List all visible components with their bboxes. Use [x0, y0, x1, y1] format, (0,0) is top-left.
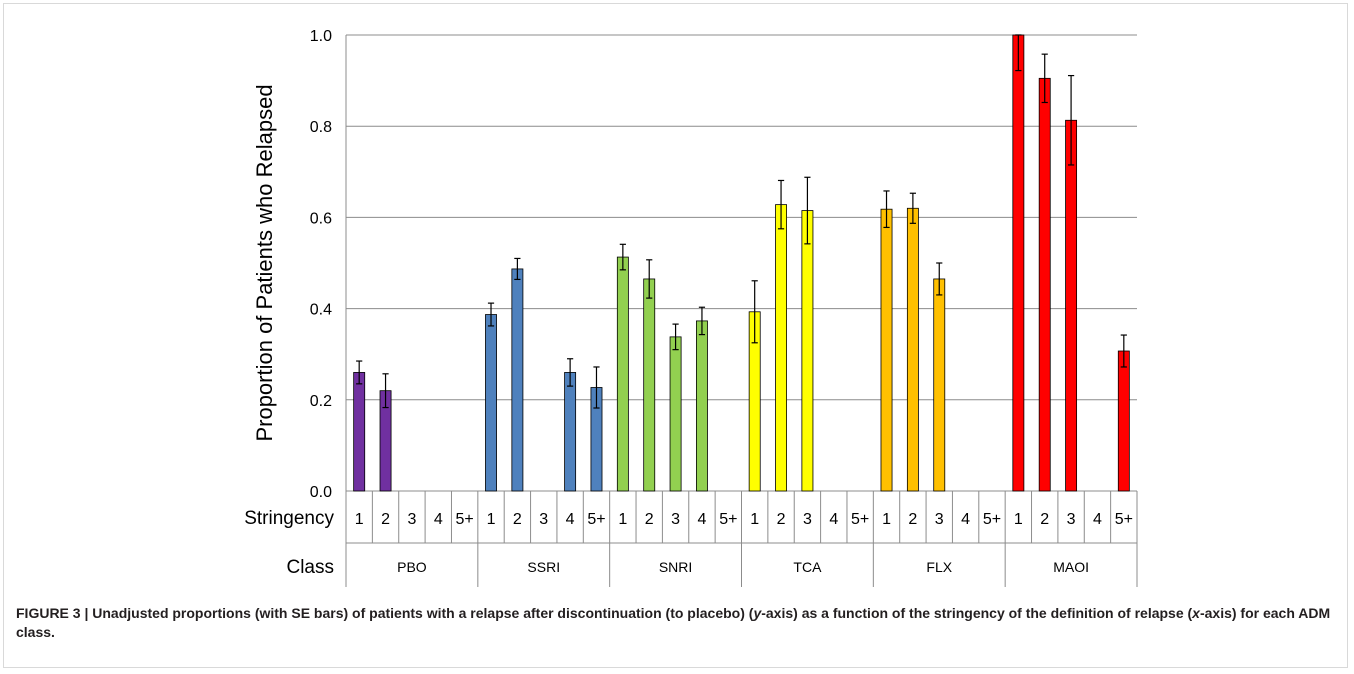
stringency-tick-label: 2: [908, 511, 917, 528]
stringency-tick-label: 5+: [983, 511, 1001, 528]
class-label-snri: SNRI: [659, 559, 692, 575]
axes: [345, 35, 1138, 587]
stringency-tick-label: 3: [671, 511, 680, 528]
bar-flx-2: [906, 207, 919, 492]
y-axis-label: Proportion of Patients who Relapsed: [252, 84, 277, 441]
bar-snri-4: [696, 320, 708, 492]
stringency-tick-label: 1: [1014, 511, 1023, 528]
stringency-tick-label: 5+: [587, 511, 605, 528]
figure-frame: 0.0 0.2 0.4 0.6 0.8 1.0 Proportion of Patients…: [3, 3, 1348, 668]
stringency-tick-label: 5+: [851, 511, 869, 528]
y-tick-label: 0.2: [310, 393, 332, 410]
stringency-tick-label: 3: [935, 511, 944, 528]
stringency-tick-label: 5+: [1115, 511, 1133, 528]
bar-maoi-3: [1065, 119, 1078, 492]
stringency-tick-label: 5+: [719, 511, 737, 528]
stringency-tick-label: 4: [434, 511, 443, 528]
bar-ssri-1: [485, 314, 497, 492]
stringency-tick-label: 1: [355, 511, 364, 528]
figure-caption: FIGURE 3 | Unadjusted proportions (with …: [16, 604, 1336, 642]
bar-tca-2: [775, 204, 787, 492]
caption-label: FIGURE 3 |: [16, 605, 89, 621]
y-tick-label: 1.0: [310, 28, 332, 45]
bar-snri-1: [616, 256, 629, 492]
class-label-ssri: SSRI: [527, 559, 560, 575]
stringency-tick-label: 3: [539, 511, 548, 528]
stringency-tick-label: 3: [1067, 511, 1076, 528]
bar-maoi-5+: [1117, 350, 1130, 492]
y-tick-label: 0.8: [310, 119, 332, 136]
class-label-maoi: MAOI: [1053, 559, 1089, 575]
caption-text: Unadjusted proportions (with SE bars) of…: [88, 605, 754, 621]
caption-end: -axis) for each ADM class.: [16, 605, 1331, 640]
stringency-tick-label: 1: [882, 511, 891, 528]
bar-ssri-4: [564, 372, 577, 492]
class-label-pbo: PBO: [397, 559, 427, 575]
stringency-tick-label: 2: [645, 511, 654, 528]
labels: 0.0 0.2 0.4 0.6 0.8 1.0 Proportion of Patients…: [244, 28, 1133, 578]
stringency-tick-label: 4: [829, 511, 838, 528]
stringency-tick-label: 3: [803, 511, 812, 528]
stringency-tick-label: 1: [750, 511, 759, 528]
bar-pbo-1: [353, 372, 366, 492]
stringency-row-label: Stringency: [244, 508, 334, 529]
stringency-tick-label: 1: [618, 511, 627, 528]
class-label-tca: TCA: [793, 559, 822, 575]
caption-y-axis: y: [753, 605, 762, 621]
stringency-tick-label: 2: [381, 511, 390, 528]
stringency-tick-label: 4: [697, 511, 706, 528]
stringency-tick-label: 4: [961, 511, 970, 528]
stringency-tick-label: 2: [513, 511, 522, 528]
class-label-flx: FLX: [926, 559, 952, 575]
caption-x-axis: x: [1192, 605, 1200, 621]
stringency-tick-label: 4: [1093, 511, 1102, 528]
y-tick-label: 0.0: [310, 484, 332, 501]
bar-tca-3: [801, 210, 814, 492]
bar-snri-2: [643, 278, 656, 492]
gridlines: [346, 34, 1137, 401]
caption-mid: -axis) as a function of the stringency o…: [761, 605, 1193, 621]
stringency-tick-label: 4: [566, 511, 575, 528]
bar-maoi-1: [1012, 34, 1025, 492]
relapse-bar-chart: 0.0 0.2 0.4 0.6 0.8 1.0 Proportion of Patients…: [244, 28, 1138, 587]
bar-flx-1: [880, 208, 893, 492]
bar-ssri-2: [511, 268, 524, 492]
class-row-label: Class: [286, 557, 334, 578]
stringency-tick-label: 5+: [456, 511, 474, 528]
bars: [353, 34, 1130, 492]
y-tick-label: 0.6: [310, 210, 332, 227]
bar-maoi-2: [1038, 77, 1051, 492]
stringency-tick-label: 2: [1040, 511, 1049, 528]
bar-snri-3: [669, 336, 682, 492]
stringency-tick-label: 2: [777, 511, 786, 528]
y-tick-label: 0.4: [310, 302, 332, 319]
bar-flx-3: [933, 278, 946, 492]
stringency-tick-label: 3: [407, 511, 416, 528]
stringency-tick-label: 1: [487, 511, 496, 528]
